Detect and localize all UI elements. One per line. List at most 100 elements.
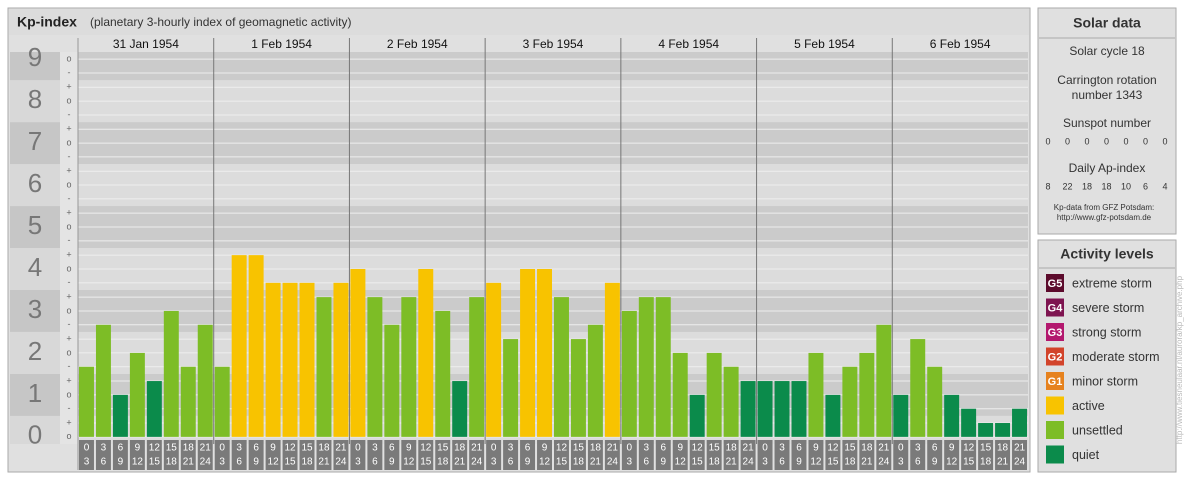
sunspot-value: 0 — [1084, 136, 1089, 146]
hour-label: 3 — [219, 457, 225, 468]
bar — [978, 423, 994, 437]
hour-cell — [112, 440, 128, 470]
hour-cell — [961, 440, 977, 470]
hour-label: 24 — [471, 457, 483, 468]
hour-label: 15 — [692, 457, 704, 468]
legend-code: G3 — [1048, 327, 1063, 339]
bar — [706, 352, 722, 437]
bar — [893, 394, 909, 437]
hour-cell — [520, 440, 536, 470]
ap-label: Daily Ap-index — [1069, 161, 1146, 175]
bar — [876, 324, 892, 437]
y-minor-tick-label: - — [68, 109, 71, 119]
bar — [333, 282, 349, 437]
solar-panel — [1037, 7, 1177, 235]
bar — [316, 297, 332, 437]
hour-label: 21 — [200, 443, 212, 454]
y-minor-tick-label: - — [68, 403, 71, 413]
y-minor-tick-label: + — [66, 417, 71, 427]
y-tick-label: 1 — [28, 378, 42, 408]
ap-value: 4 — [1162, 181, 1167, 191]
hour-label: 6 — [389, 443, 395, 454]
bar — [418, 268, 434, 437]
bar — [757, 381, 773, 437]
hour-label: 18 — [726, 443, 738, 454]
hour-cell — [469, 440, 485, 470]
source-link: http://www.gfz-potsdam.de — [1057, 213, 1152, 222]
legend-swatch — [1046, 445, 1064, 464]
hour-label: 21 — [743, 443, 755, 454]
hour-cell — [825, 440, 841, 470]
hour-label: 9 — [932, 457, 938, 468]
hour-label: 6 — [372, 457, 378, 468]
hour-label: 12 — [556, 443, 568, 454]
hour-cell — [587, 440, 603, 470]
bar — [486, 282, 502, 437]
y-tick-label: 6 — [28, 168, 42, 198]
day-label: 5 Feb 1954 — [794, 37, 855, 51]
hour-cell — [537, 440, 552, 470]
hour-label: 9 — [660, 457, 666, 468]
legend-swatch — [1046, 323, 1064, 341]
bar — [689, 394, 705, 437]
hour-label: 24 — [335, 457, 347, 468]
legend-swatch — [1046, 396, 1064, 415]
y-minor-tick-label: o — [66, 179, 71, 189]
y-label-cell — [10, 164, 60, 207]
chart-title: Kp-index — [17, 14, 77, 30]
legend-swatch — [1046, 347, 1064, 366]
hour-label: 0 — [762, 443, 768, 454]
hour-label: 18 — [709, 457, 721, 468]
y-tick-label: 2 — [28, 336, 42, 366]
hour-label: 6 — [915, 457, 921, 468]
hour-label: 3 — [491, 457, 497, 468]
y-tick-label: 5 — [28, 210, 42, 240]
hour-label: 15 — [420, 457, 432, 468]
hour-cell — [570, 440, 586, 470]
bar — [435, 310, 451, 437]
y-minor-tick-label: - — [68, 67, 71, 77]
bar — [570, 339, 586, 437]
y-tick-label: 4 — [28, 252, 42, 282]
y-minor-tick-label: o — [66, 137, 71, 147]
hour-label: 9 — [406, 443, 412, 454]
y-minor-tick-label: - — [68, 235, 71, 245]
bar — [384, 324, 400, 437]
hour-label: 21 — [861, 457, 873, 468]
watermark: http://www.tiesneulaar.nl/aurora/kp_arch… — [1175, 275, 1184, 444]
hour-label: 3 — [762, 457, 768, 468]
hour-label: 6 — [101, 457, 107, 468]
hour-cell — [452, 440, 468, 470]
hour-label: 0 — [627, 443, 633, 454]
hour-label: 6 — [508, 457, 514, 468]
hour-label: 9 — [813, 443, 819, 454]
y-minor-tick-label: - — [68, 361, 71, 371]
bar — [672, 352, 688, 437]
solar-cycle: Solar cycle 18 — [1069, 44, 1145, 58]
hour-label: 15 — [963, 457, 975, 468]
day-label: 2 Feb 1954 — [387, 37, 448, 51]
hour-label: 12 — [963, 443, 975, 454]
y-tick-label: 7 — [28, 126, 42, 156]
legend-label: moderate storm — [1072, 350, 1160, 364]
hour-label: 15 — [284, 457, 296, 468]
bar — [944, 394, 960, 437]
sunspot-value: 0 — [1065, 136, 1070, 146]
y-minor-tick-label: o — [66, 305, 71, 315]
hour-cell — [316, 440, 332, 470]
hour-cell — [893, 440, 909, 470]
hour-label: 24 — [200, 457, 212, 468]
hour-label: 12 — [675, 457, 687, 468]
hour-cell — [248, 440, 264, 470]
bar — [604, 282, 620, 437]
hour-label: 24 — [607, 457, 619, 468]
hour-label: 21 — [878, 443, 890, 454]
y-minor-tick-label: o — [66, 347, 71, 357]
sunspot-value: 0 — [1104, 136, 1109, 146]
sunspot-value: 0 — [1123, 136, 1128, 146]
hour-label: 0 — [898, 443, 904, 454]
sunspot-label: Sunspot number — [1063, 116, 1151, 130]
y-minor-tick-label: - — [68, 319, 71, 329]
